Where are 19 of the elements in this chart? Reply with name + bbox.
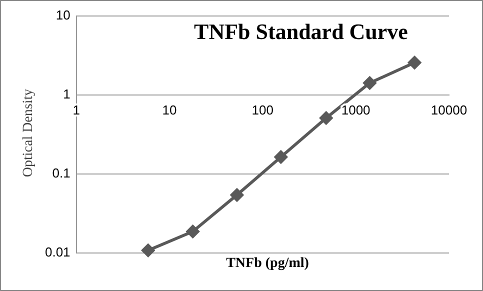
x-tick-label: 100 [252,102,274,118]
point [230,188,244,202]
y-tick-label: 0.1 [52,166,70,181]
point [408,56,422,70]
point [186,225,200,238]
x-tick-label: 10 [162,102,177,118]
x-tick-label: 1 [72,102,80,118]
y-axis-title: Optical Density [21,88,37,180]
x-axis-title: TNFb (pg/ml) [225,256,310,272]
point [274,150,288,164]
y-tick-label: 0.01 [44,244,70,260]
point [363,76,376,90]
point [142,244,155,257]
x-tick-label: 10000 [430,102,468,118]
x-tick-label: 1000 [341,102,370,118]
point [320,112,333,125]
y-tick-label: 1 [63,86,70,102]
chart-title: TNFb Standard Curve [193,19,409,45]
y-tick-label: 10 [56,8,70,23]
